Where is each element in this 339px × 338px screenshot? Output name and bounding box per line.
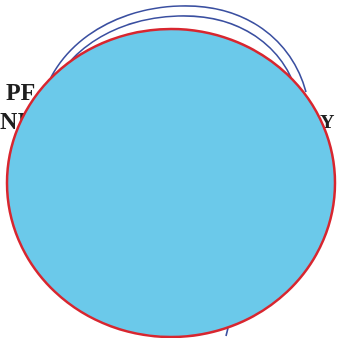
text-fragment: PF xyxy=(6,80,36,106)
redaction-circle xyxy=(5,27,337,338)
seal-outer-ring xyxy=(39,5,307,109)
